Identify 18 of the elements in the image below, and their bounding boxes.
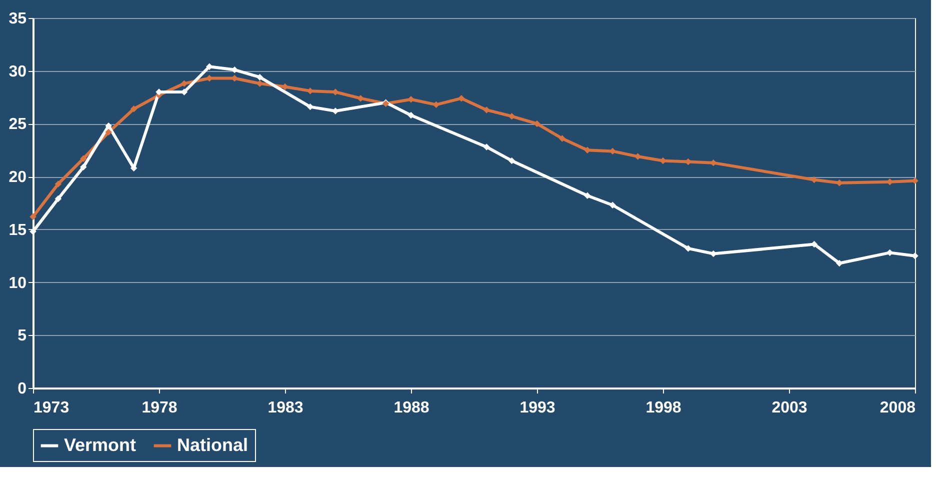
y-tick-label: 15 (8, 222, 27, 239)
y-tick-label: 30 (8, 63, 27, 80)
y-tick-label: 0 (18, 380, 27, 398)
x-tick-label: 1993 (520, 400, 556, 416)
x-tick-label: 1978 (142, 400, 178, 416)
x-tick-label: 2003 (772, 400, 808, 416)
legend-label: National (177, 434, 248, 455)
x-tick-label: 1988 (394, 400, 430, 416)
y-tick-label: 25 (8, 116, 27, 134)
y-tick-label: 35 (8, 10, 27, 28)
y-tick-label: 10 (8, 274, 27, 292)
x-tick-label: 1998 (646, 400, 682, 416)
x-tick-label: 2008 (880, 400, 916, 416)
y-tick-label: 5 (18, 328, 27, 345)
y-tick-label: 20 (8, 169, 27, 186)
x-tick-label: 1973 (34, 400, 70, 416)
legend-label: Vermont (64, 434, 136, 455)
x-tick-label: 1983 (268, 400, 304, 416)
